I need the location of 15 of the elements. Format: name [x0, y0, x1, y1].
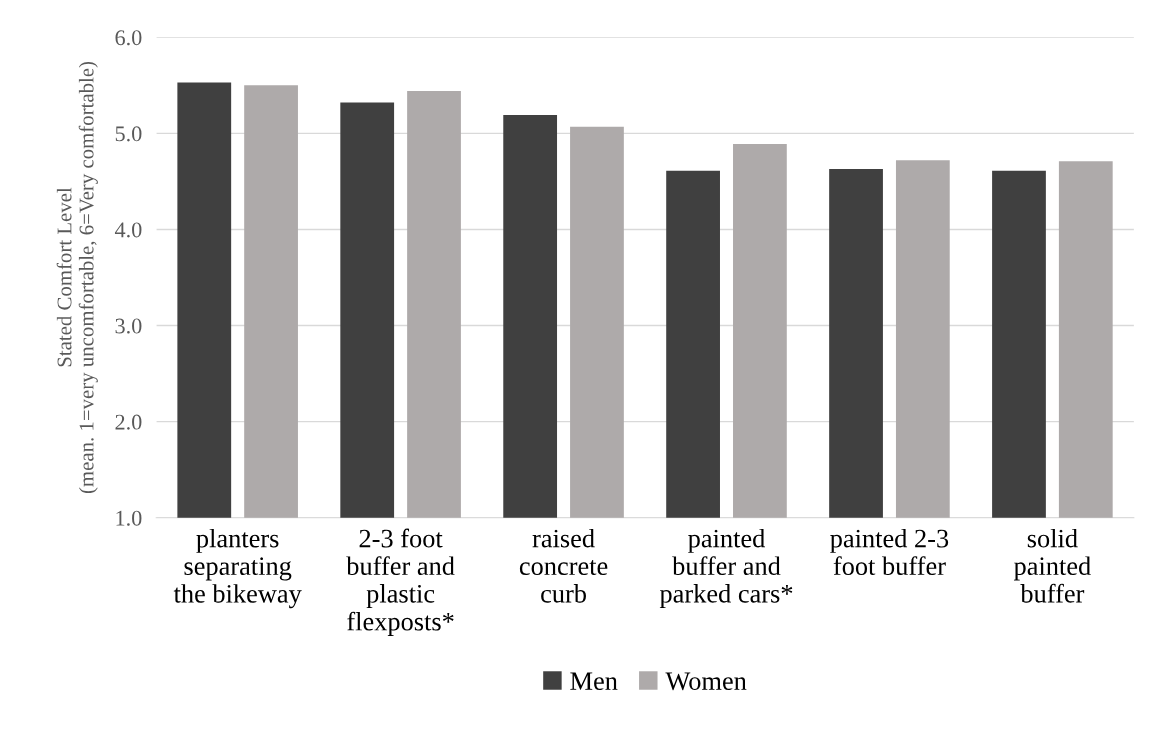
y-tick-label: 2.0: [115, 414, 142, 430]
legend-label: Women: [665, 672, 747, 691]
legend-label: Men: [570, 672, 618, 690]
x-tick-label: painted 2-3 foot buffer: [830, 528, 949, 576]
x-tick-label: 2-3 foot buffer and plastic flexposts*: [346, 528, 455, 636]
x-tick-label: solid painted buffer: [1013, 528, 1091, 603]
y-axis-title: Stated Comfort Level (mean. 1=very uncomfortable, 6=Very comfortable): [56, 61, 98, 494]
y-tick-label: 6.0: [115, 30, 142, 46]
x-tick-label: painted buffer and parked cars*: [659, 528, 793, 608]
y-tick-label: 4.0: [114, 222, 142, 238]
x-tick-label: planters separating the bikeway: [173, 528, 302, 609]
y-tick-label: 3.0: [115, 318, 142, 334]
y-tick-label: 5.0: [115, 126, 142, 142]
y-tick-label: 1.0: [116, 510, 142, 526]
x-tick-label: raised concrete curb: [519, 528, 608, 603]
